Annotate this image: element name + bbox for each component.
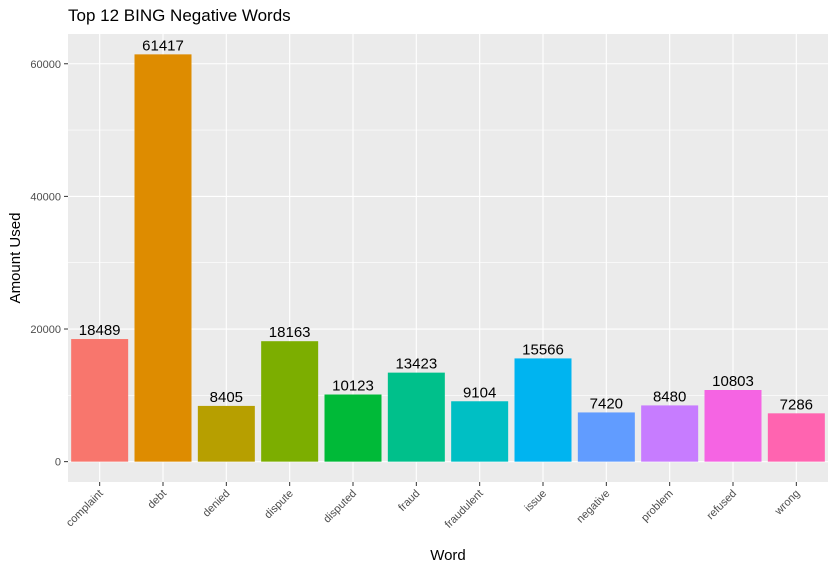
data-label-fraud: 13423 bbox=[395, 356, 437, 373]
x-tick-label-problem: problem bbox=[639, 488, 676, 525]
y-axis: 0 20000 40000 60000 bbox=[30, 59, 68, 469]
bar-complaint bbox=[71, 339, 129, 462]
x-tick-label-debt: debt bbox=[145, 488, 169, 512]
bar-issue bbox=[514, 358, 572, 462]
data-labels: 18489 61417 8405 18163 10123 13423 9104 15566 74… bbox=[79, 37, 813, 413]
bar-disputed bbox=[324, 394, 382, 462]
x-tick-label-disputed: disputed bbox=[321, 488, 359, 526]
x-axis: complaint debt denied dispute disputed fraud f… bbox=[64, 482, 802, 531]
data-label-fraudulent: 9104 bbox=[463, 384, 496, 401]
y-tick-label: 20000 bbox=[30, 324, 61, 336]
data-label-denied: 8405 bbox=[210, 389, 243, 406]
y-axis-title: Amount Used bbox=[7, 213, 24, 304]
x-axis-title: Word bbox=[430, 547, 466, 564]
bar-refused bbox=[704, 390, 762, 462]
y-tick-label: 0 bbox=[55, 457, 61, 469]
data-label-complaint: 18489 bbox=[79, 322, 121, 339]
bar-wrong bbox=[767, 413, 825, 462]
bar-negative bbox=[577, 412, 635, 462]
bars bbox=[71, 54, 825, 462]
bar-fraudulent bbox=[451, 401, 509, 462]
x-tick-label-fraud: fraud bbox=[396, 488, 422, 514]
bar-denied bbox=[197, 405, 255, 462]
y-tick-label: 40000 bbox=[30, 191, 61, 203]
x-tick-label-dispute: dispute bbox=[262, 488, 296, 522]
bar-problem bbox=[641, 405, 699, 462]
data-label-issue: 15566 bbox=[522, 341, 564, 358]
data-label-disputed: 10123 bbox=[332, 378, 374, 395]
x-tick-label-refused: refused bbox=[705, 488, 739, 522]
data-label-dispute: 18163 bbox=[269, 324, 311, 341]
data-label-negative: 7420 bbox=[590, 395, 623, 412]
x-tick-label-denied: denied bbox=[201, 488, 233, 520]
bar-fraud bbox=[387, 372, 445, 462]
x-tick-label-negative: negative bbox=[575, 488, 613, 526]
plot-panel bbox=[68, 34, 828, 482]
data-label-problem: 8480 bbox=[653, 388, 686, 405]
x-tick-label-complaint: complaint bbox=[64, 488, 106, 530]
data-label-wrong: 7286 bbox=[780, 396, 813, 413]
bar-dispute bbox=[261, 341, 319, 462]
data-label-debt: 61417 bbox=[142, 37, 184, 54]
bar-debt bbox=[134, 54, 192, 462]
x-tick-label-fraudulent: fraudulent bbox=[443, 488, 486, 531]
x-tick-label-issue: issue bbox=[522, 488, 549, 515]
y-tick-label: 60000 bbox=[30, 59, 61, 71]
x-tick-label-wrong: wrong bbox=[772, 488, 802, 518]
data-label-refused: 10803 bbox=[712, 373, 754, 390]
chart-title: Top 12 BING Negative Words bbox=[68, 6, 291, 25]
